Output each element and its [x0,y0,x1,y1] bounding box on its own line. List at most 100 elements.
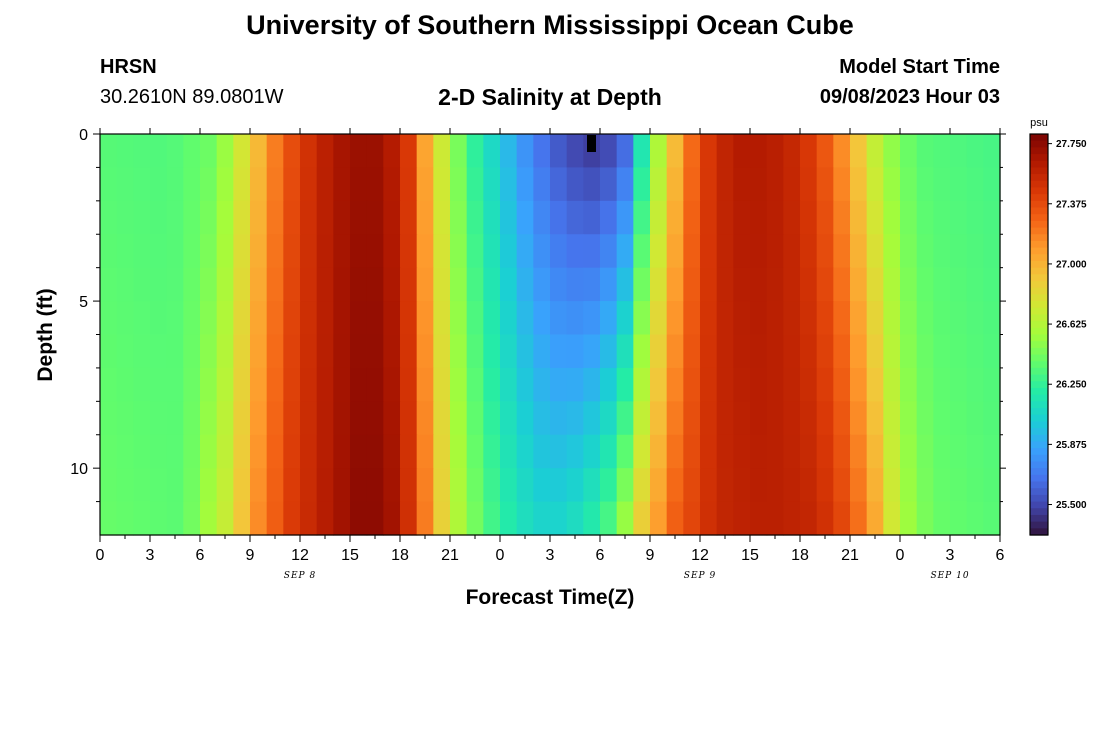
heatmap-cell [600,401,618,436]
heatmap-cell [900,434,918,469]
heatmap-cell [750,434,768,469]
heatmap-cell [916,401,934,436]
heatmap-cell [583,301,601,336]
heatmap-cell [266,501,284,536]
heatmap-cell [666,134,684,169]
heatmap-cell [966,367,984,402]
heatmap-cell [700,267,718,302]
heatmap-cell [666,468,684,503]
heatmap-cell [400,367,418,402]
heatmap-cell [766,434,784,469]
heatmap-cell [400,200,418,235]
colorbar-swatch [1030,321,1048,329]
x-tick-label: 0 [496,547,505,564]
heatmap-cell [750,501,768,536]
heatmap-cell [366,234,384,269]
heatmap-cell [600,501,618,536]
heatmap-cell [116,301,134,336]
heatmap-cell [300,401,318,436]
heatmap-cell [550,200,568,235]
heatmap-cell [316,367,334,402]
colorbar-swatch [1030,214,1048,222]
heatmap-cell [800,301,818,336]
heatmap-cell [900,468,918,503]
heatmap-cell [350,234,368,269]
heatmap-cell [216,200,234,235]
heatmap-cell [833,267,851,302]
colorbar-swatch [1030,194,1048,202]
heatmap-cell [366,401,384,436]
heatmap-cell [883,301,901,336]
heatmap-cell [166,401,184,436]
colorbar-swatch [1030,260,1048,269]
heatmap-cell [850,334,868,369]
heatmap-cell [450,501,468,536]
heatmap-cell [616,167,634,202]
heatmap-cell [700,200,718,235]
heatmap-cell [650,501,668,536]
heatmap-cell [866,134,884,169]
heatmap-cell [300,200,318,235]
heatmap-cell [850,267,868,302]
heatmap-cell [133,200,151,235]
heatmap-cell [366,501,384,536]
heatmap-cell [783,501,801,536]
heatmap-cell [933,167,951,202]
heatmap-cell [883,367,901,402]
heatmap-cell [516,468,534,503]
heatmap-cell [716,267,734,302]
heatmap-cell [216,367,234,402]
heatmap-cell [400,234,418,269]
colorbar-swatch [1030,347,1048,356]
colorbar-swatch [1030,441,1048,449]
heatmap-cell [850,301,868,336]
heatmap-cell [900,501,918,536]
heatmap-cell [450,434,468,469]
colorbar-swatch [1030,254,1048,262]
heatmap-cell [416,468,434,503]
heatmap-cell [300,134,318,169]
heatmap-cell [650,167,668,202]
date-label: SEP 9 [684,571,716,581]
colorbar-swatch [1030,508,1048,516]
heatmap-cell [183,134,201,169]
heatmap-cell [516,167,534,202]
heatmap-cell [916,468,934,503]
heatmap-cell [900,200,918,235]
heatmap-cell [500,267,518,302]
heatmap-cell [566,301,584,336]
heatmap-cell [450,334,468,369]
heatmap-cell [266,134,284,169]
heatmap-cell [683,401,701,436]
heatmap-cell [966,200,984,235]
heatmap-cell [150,468,168,503]
heatmap-cell [966,434,984,469]
colorbar-swatch [1030,227,1048,235]
heatmap-cell [400,501,418,536]
heatmap-cell [750,134,768,169]
heatmap-cell [333,200,351,235]
heatmap-cell [933,234,951,269]
x-tick-label: 21 [841,547,859,564]
heatmap-cell [833,301,851,336]
heatmap-cell [433,501,451,536]
heatmap-cell [783,434,801,469]
heatmap-cell [750,167,768,202]
heatmap-cell [416,200,434,235]
heatmap-cell [416,301,434,336]
heatmap-cell [916,167,934,202]
heatmap-cell [183,167,201,202]
heatmap-cell [116,501,134,536]
heatmap-cell [633,401,651,436]
colorbar-frame [1029,133,1049,536]
heatmap-cell [933,267,951,302]
heatmap-cell [766,334,784,369]
heatmap-cell [416,367,434,402]
heatmap-cell [466,334,484,369]
heatmap-cell [483,267,501,302]
heatmap-cell [683,200,701,235]
colorbar-swatch [1030,281,1048,289]
heatmap-cell [466,267,484,302]
heatmap-cell [850,401,868,436]
y-axis-label: Depth (ft) [34,288,57,381]
